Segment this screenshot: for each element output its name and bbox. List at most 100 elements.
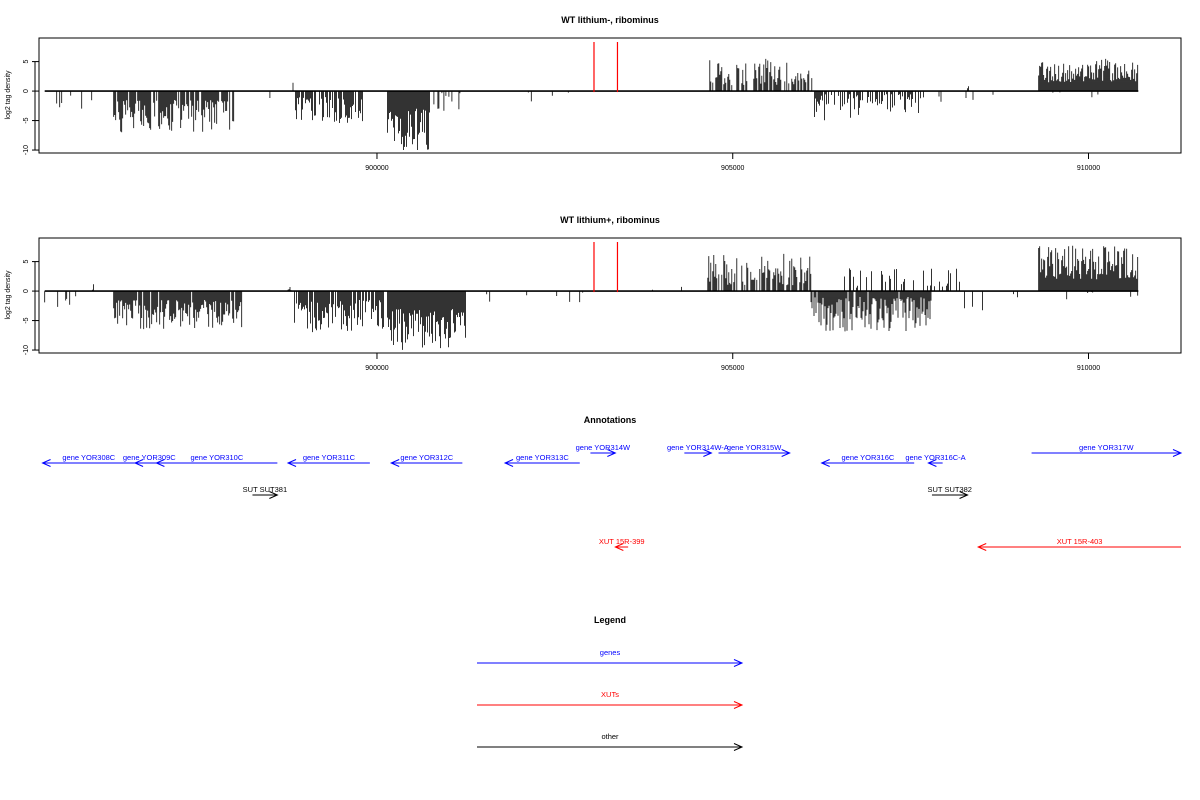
annotation-label: XUT 15R-403 bbox=[1057, 537, 1103, 546]
annotation-feature: XUT 15R-399 bbox=[599, 537, 645, 551]
y-tick-label: -5 bbox=[23, 117, 30, 123]
density-bars-1 bbox=[56, 58, 1139, 150]
density-bar-group bbox=[527, 91, 569, 102]
annotation-label: gene YOR308C bbox=[62, 453, 115, 462]
annotation-label: gene YOR309C bbox=[123, 453, 176, 462]
red-markers-1 bbox=[593, 42, 619, 93]
x-tick-label: 910000 bbox=[1077, 165, 1100, 172]
density-bar-group bbox=[844, 268, 960, 292]
feature-arrowhead bbox=[155, 459, 165, 467]
density-bar-group bbox=[810, 291, 932, 332]
legend-label: XUTs bbox=[601, 690, 619, 699]
density-bar-group bbox=[387, 291, 466, 350]
density-bar-group bbox=[709, 58, 813, 92]
annotation-feature: gene YOR314W-A bbox=[667, 443, 729, 457]
density-bar-group bbox=[113, 91, 235, 133]
density-bar-group bbox=[814, 91, 924, 121]
density-bar-group bbox=[56, 91, 93, 109]
density-bar-group bbox=[92, 284, 94, 292]
annotation-track: Annotations gene YOR308C gene YOR309C gene… bbox=[41, 415, 1183, 551]
legend-title: Legend bbox=[594, 615, 626, 625]
density-bar-group bbox=[707, 253, 812, 292]
feature-arrowhead bbox=[1172, 449, 1183, 457]
annotation-label: SUT SUT382 bbox=[928, 485, 972, 494]
feature-arrowhead bbox=[733, 743, 744, 751]
density-bar-group bbox=[486, 291, 584, 303]
y-tick-label: 0 bbox=[23, 89, 30, 93]
density-bar-group bbox=[1066, 291, 1139, 300]
feature-arrowhead bbox=[927, 459, 937, 467]
feature-arrowhead bbox=[781, 449, 791, 457]
feature-arrowhead bbox=[389, 459, 400, 467]
track-title-2: WT lithium+, ribominus bbox=[560, 215, 660, 225]
annotation-feature: gene YOR309C bbox=[123, 453, 176, 467]
annotation-label: XUT 15R-399 bbox=[599, 537, 645, 546]
feature-arrowhead bbox=[733, 701, 744, 709]
feature-arrowhead bbox=[820, 459, 830, 467]
annotation-feature: gene YOR310C bbox=[155, 453, 278, 467]
x-tick-label: 905000 bbox=[721, 165, 744, 172]
x-axis-2: 900000 905000 910000 bbox=[365, 353, 1100, 372]
feature-arrowhead bbox=[133, 459, 144, 467]
annotation-label: gene YOR311C bbox=[303, 453, 356, 462]
annotation-label: SUT SUT381 bbox=[243, 485, 287, 494]
density-bar-group bbox=[44, 291, 77, 307]
annotation-label: gene YOR314W bbox=[576, 443, 631, 452]
annotation-label: gene YOR313C bbox=[516, 453, 569, 462]
annotation-feature: SUT SUT381 bbox=[243, 485, 287, 499]
annotation-feature: gene YOR316C-A bbox=[905, 453, 966, 467]
density-bar-group bbox=[964, 291, 1018, 311]
x-tick-label: 910000 bbox=[1077, 365, 1100, 372]
annotation-feature: SUT SUT382 bbox=[928, 485, 972, 499]
density-bar-group bbox=[1038, 245, 1139, 292]
x-tick-label: 905000 bbox=[721, 365, 744, 372]
density-bar-group bbox=[1038, 58, 1139, 92]
annotation-feature: gene YOR314W bbox=[576, 443, 631, 457]
annotation-label: gene YOR314W-A bbox=[667, 443, 729, 452]
legend-items: genes XUTs other bbox=[477, 648, 744, 751]
annotation-label: gene YOR315W bbox=[727, 443, 782, 452]
legend-item: other bbox=[477, 732, 744, 751]
y-tick-label: -10 bbox=[23, 345, 30, 355]
feature-arrowhead bbox=[614, 543, 624, 551]
density-bar-group bbox=[1052, 91, 1099, 98]
y-tick-label: 5 bbox=[23, 60, 30, 64]
annotation-label: gene YOR317W bbox=[1079, 443, 1134, 452]
feature-arrowhead bbox=[269, 491, 279, 499]
annotation-feature: gene YOR312C bbox=[389, 453, 463, 467]
feature-arrowhead bbox=[959, 491, 969, 499]
annotation-label: gene YOR316C bbox=[842, 453, 895, 462]
track-title-1: WT lithium-, ribominus bbox=[561, 15, 659, 25]
legend-item: XUTs bbox=[477, 690, 744, 709]
legend-label: genes bbox=[600, 648, 621, 657]
feature-arrowhead bbox=[733, 659, 744, 667]
legend-label: other bbox=[601, 732, 619, 741]
annotation-feature: gene YOR317W bbox=[1031, 443, 1183, 457]
y-axis-2: -10 -5 0 5 bbox=[23, 260, 39, 355]
density-bar-group bbox=[113, 291, 243, 330]
plot-frame-1 bbox=[38, 37, 1182, 154]
density-bars-2 bbox=[44, 245, 1139, 350]
plot-frame-2 bbox=[38, 237, 1182, 354]
y-axis-1: -10 -5 0 5 bbox=[23, 60, 39, 155]
annotation-feature: gene YOR313C bbox=[503, 453, 580, 467]
annotation-feature: gene YOR311C bbox=[286, 453, 370, 467]
annotation-feature: gene YOR308C bbox=[41, 453, 136, 467]
annotation-feature: XUT 15R-403 bbox=[976, 537, 1181, 551]
y-tick-label: -5 bbox=[23, 317, 30, 323]
track-panel-lithium-plus: WT lithium+, ribominus log2 tag density … bbox=[5, 215, 1182, 372]
y-axis-label-1: log2 tag density bbox=[5, 70, 12, 120]
annotation-label: gene YOR310C bbox=[190, 453, 243, 462]
feature-arrowhead bbox=[976, 543, 987, 551]
y-tick-label: 0 bbox=[23, 289, 30, 293]
y-tick-label: -10 bbox=[23, 145, 30, 155]
annotation-label: gene YOR316C-A bbox=[905, 453, 965, 462]
legend-item: genes bbox=[477, 648, 744, 667]
annotation-features: gene YOR308C gene YOR309C gene YOR310C gene… bbox=[41, 443, 1183, 551]
x-tick-label: 900000 bbox=[365, 365, 388, 372]
feature-arrowhead bbox=[703, 449, 713, 457]
red-markers-2 bbox=[593, 242, 619, 293]
annotation-feature: gene YOR315W bbox=[718, 443, 791, 457]
y-axis-label-2: log2 tag density bbox=[5, 270, 12, 320]
